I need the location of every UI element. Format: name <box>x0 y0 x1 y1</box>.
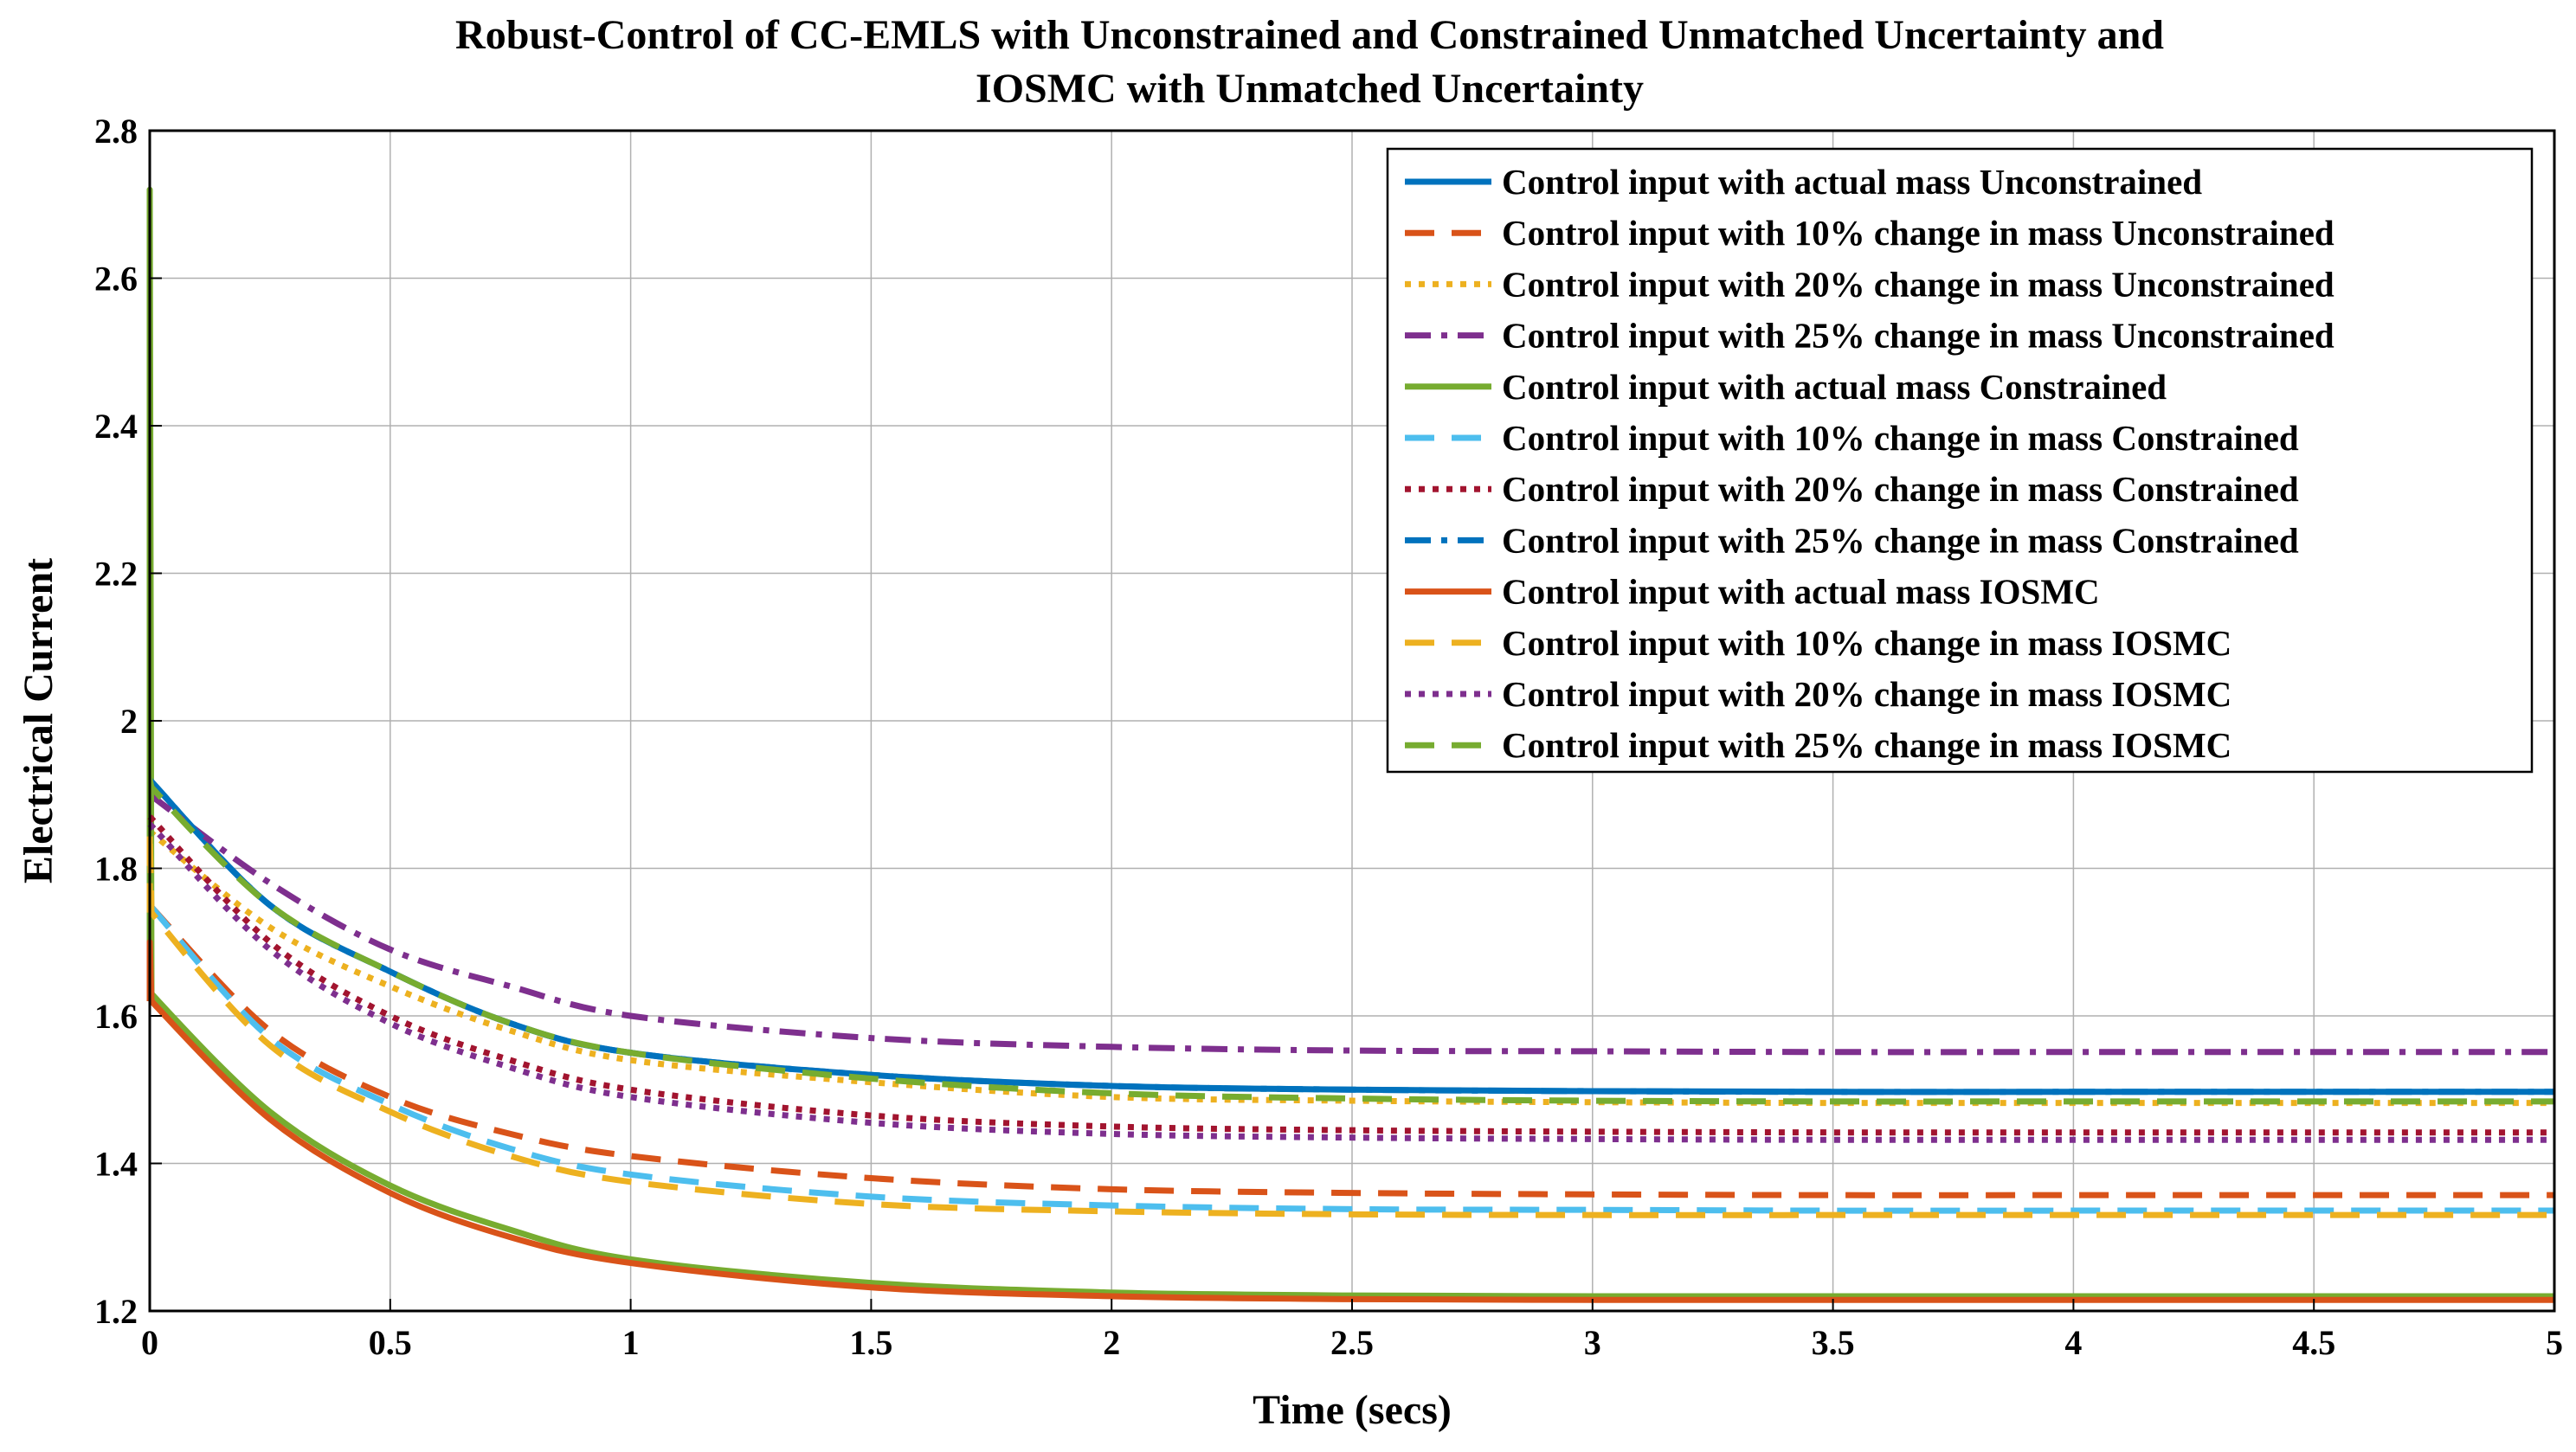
legend-label: Control input with actual mass Constrain… <box>1502 367 2167 407</box>
chart-title: Robust-Control of CC-EMLS with Unconstra… <box>455 12 2164 112</box>
y-tick-label: 2.4 <box>94 407 138 446</box>
y-tick-label: 1.8 <box>94 850 138 889</box>
series-line-3 <box>147 829 2554 1107</box>
legend-box <box>1386 147 2534 774</box>
y-tick-label: 1.4 <box>94 1145 138 1184</box>
y-tick-label: 2.8 <box>94 112 138 151</box>
series-line-6 <box>147 903 2554 1214</box>
legend-label: Control input with 25% change in mass Co… <box>1502 520 2299 560</box>
x-tick-label: 2.5 <box>1330 1323 1374 1362</box>
series-line-2 <box>147 903 2554 1198</box>
y-axis-ticks: 1.2 1.4 1.6 1.8 2 2.2 2.4 2.6 2.8 <box>94 112 162 1331</box>
x-tick-label: 0.5 <box>369 1323 412 1362</box>
x-tick-label: 3 <box>1584 1323 1601 1362</box>
series-line-10 <box>146 828 2554 1218</box>
legend-label: Control input with 10% change in mass Un… <box>1502 213 2334 253</box>
series-line-4 <box>147 792 2554 1056</box>
x-axis-label: Time (secs) <box>1253 1387 1452 1433</box>
x-tick-label: 1.5 <box>849 1323 892 1362</box>
legend-label: Control input with 10% change in mass IO… <box>1502 623 2231 663</box>
x-tick-label: 4.5 <box>2292 1323 2335 1362</box>
y-axis-label: Electrical Current <box>16 558 61 883</box>
x-tick-label: 5 <box>2546 1323 2563 1362</box>
y-tick-label: 1.6 <box>94 997 138 1036</box>
series-line-9 <box>146 939 2554 1303</box>
x-tick-label: 3.5 <box>1812 1323 1855 1362</box>
legend-label: Control input with actual mass IOSMC <box>1502 572 2100 612</box>
x-tick-label: 1 <box>622 1323 640 1362</box>
y-tick-label: 2.6 <box>94 260 138 299</box>
legend-label: Control input with 25% change in mass IO… <box>1502 725 2231 765</box>
chart-title-line-1: Robust-Control of CC-EMLS with Unconstra… <box>455 12 2164 58</box>
legend-label: Control input with actual mass Unconstra… <box>1502 162 2202 202</box>
legend-label: Control input with 10% change in mass Co… <box>1502 418 2299 458</box>
plot-lines <box>146 186 2554 1303</box>
legend-label: Control input with 20% change in mass Un… <box>1502 264 2334 304</box>
series-line-12 <box>146 776 2554 1105</box>
legend-label: Control input with 25% change in mass Un… <box>1502 316 2334 356</box>
legend: Control input with actual mass Unconstra… <box>1386 147 2534 774</box>
x-tick-label: 2 <box>1103 1323 1120 1362</box>
y-tick-label: 2 <box>120 702 138 741</box>
x-axis-ticks: 0 0.5 1 1.5 2 2.5 3 3.5 4 4.5 5 <box>141 1299 2563 1362</box>
legend-label: Control input with 20% change in mass Co… <box>1502 469 2299 509</box>
legend-label: Control input with 20% change in mass IO… <box>1502 674 2231 714</box>
x-tick-label: 0 <box>141 1323 158 1362</box>
x-tick-label: 4 <box>2064 1323 2082 1362</box>
y-tick-label: 2.2 <box>94 555 138 594</box>
y-tick-label: 1.2 <box>94 1292 138 1331</box>
chart-title-line-2: IOSMC with Unmatched Uncertainty <box>976 66 1644 112</box>
series-line-5 <box>146 186 2554 1300</box>
